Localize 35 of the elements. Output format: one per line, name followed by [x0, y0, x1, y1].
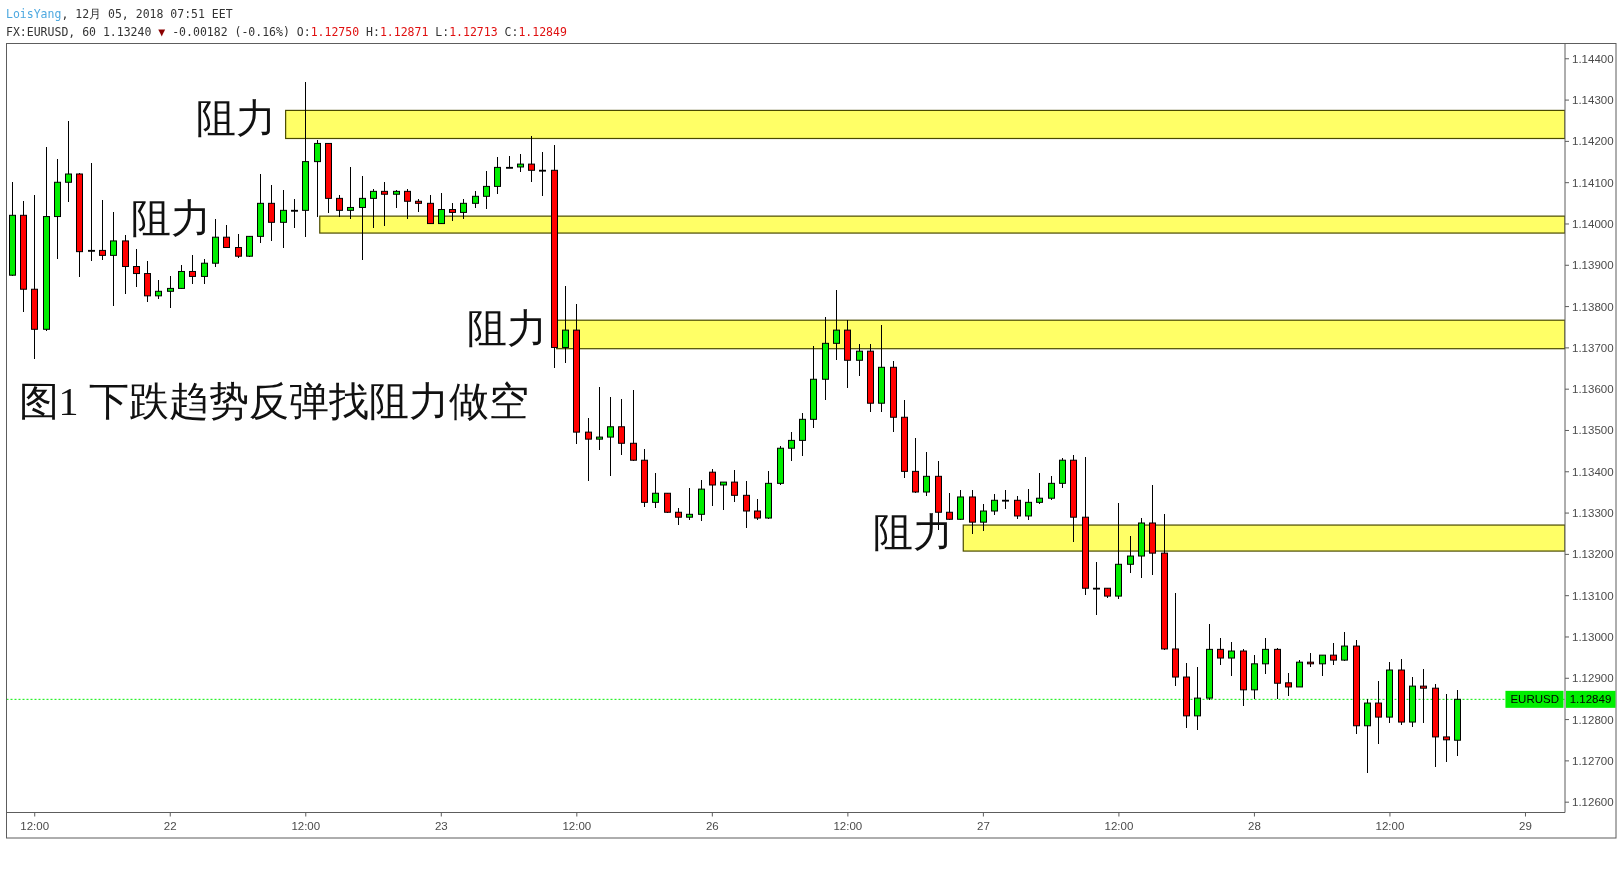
- subtitle: FX:EURUSD, 60 1.13240 ▼ -0.00182 (-0.16%) O:1.12750 H:1.12871 L:1.12713 C:1.12849: [6, 24, 567, 39]
- x-tick-label: 12:00: [1375, 820, 1405, 832]
- x-tick-label: 12:00: [20, 820, 50, 832]
- y-tick-label: 1.12700: [1572, 754, 1614, 767]
- x-tick-label: 12:00: [1104, 820, 1134, 832]
- x-tick-label: 12:00: [291, 820, 321, 832]
- y-tick-label: 1.13100: [1572, 589, 1614, 602]
- y-tick-label: 1.13900: [1572, 259, 1614, 272]
- x-tick-label: 26: [705, 820, 719, 832]
- y-tick-label: 1.13600: [1572, 383, 1614, 396]
- ref-line-label: EURUSD: [1510, 693, 1559, 706]
- y-tick-label: 1.14100: [1572, 176, 1614, 189]
- x-tick-label: 12:00: [562, 820, 592, 832]
- x-tick-label: 23: [434, 820, 448, 832]
- y-tick-label: 1.12600: [1572, 796, 1614, 809]
- y-tick-label: 1.13700: [1572, 341, 1614, 354]
- y-tick-label: 1.13500: [1572, 424, 1614, 437]
- y-tick-label: 1.12800: [1572, 713, 1614, 726]
- y-tick-label: 1.14200: [1572, 135, 1614, 148]
- y-tick-label: 1.14300: [1572, 94, 1614, 107]
- y-tick-label: 1.14400: [1572, 52, 1614, 65]
- x-tick-label: 29: [1519, 820, 1532, 832]
- y-tick-label: 1.13200: [1572, 548, 1614, 561]
- y-tick-label: 1.12900: [1572, 672, 1614, 685]
- title: 图1 下跌趋势反弹找阻力做空: [18, 378, 529, 424]
- y-tick-label: 1.13300: [1572, 507, 1614, 520]
- y-tick-label: 1.13800: [1572, 300, 1614, 313]
- y-tick-label: 1.13000: [1572, 630, 1614, 643]
- x-tick-label: 12:00: [833, 820, 863, 832]
- y-tick-label: 1.13400: [1572, 465, 1614, 478]
- y-tick-label: 1.12849: [1569, 693, 1612, 706]
- y-tick-label: 1.14000: [1572, 217, 1614, 230]
- x-tick-label: 22: [163, 820, 177, 832]
- x-tick-label: 27: [976, 820, 990, 832]
- x-tick-label: 28: [1248, 820, 1261, 832]
